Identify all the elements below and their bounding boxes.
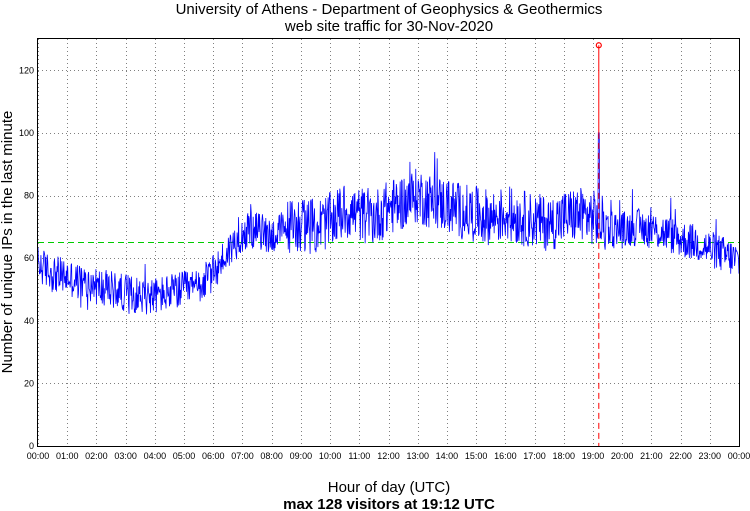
max-visitors-note: max 128 visitors at 19:12 UTC (283, 496, 495, 511)
grid-lines (38, 39, 740, 447)
y-tick-label: 0 (29, 441, 34, 451)
x-axis-label: Hour of day (UTC) (328, 479, 451, 496)
traffic-series-line (37, 132, 740, 315)
x-tick-label: 19:00 (582, 451, 605, 461)
x-tick-label: 11:00 (348, 451, 370, 461)
x-tick-label: 03:00 (114, 451, 137, 461)
plot-frame (37, 38, 740, 447)
y-tick-label: 120 (19, 65, 34, 75)
series-layer (37, 132, 740, 315)
x-tick-label: 16:00 (494, 451, 517, 461)
x-tick-label: 12:00 (377, 451, 400, 461)
chart-title: University of Athens - Department of Geo… (176, 1, 603, 18)
max-point-marker (595, 42, 602, 49)
x-tick-label: 18:00 (552, 451, 575, 461)
x-tick-label: 02:00 (85, 451, 108, 461)
x-tick-label: 20:00 (611, 451, 634, 461)
x-tick-label: 06:00 (202, 451, 225, 461)
max-marker-layer (595, 42, 602, 446)
x-tick-label: 15:00 (465, 451, 488, 461)
y-tick-label: 40 (24, 316, 34, 326)
y-tick-label: 20 (24, 378, 34, 388)
y-tick-labels: 0 20 40 60 80 100 120 (19, 65, 34, 451)
y-axis-label: Number of unique IPs in the last minute (0, 111, 16, 374)
x-tick-label: 04:00 (144, 451, 167, 461)
x-tick-label: 07:00 (231, 451, 254, 461)
x-tick-labels: 00:00 01:00 02:00 03:00 04:00 05:00 06:00 07:00… (27, 451, 750, 461)
y-tick-label: 80 (24, 191, 34, 201)
x-tick-label: 17:00 (523, 451, 546, 461)
x-tick-label: 08:00 (260, 451, 283, 461)
x-tick-label: 23:00 (699, 451, 722, 461)
chart-subtitle: web site traffic for 30-Nov-2020 (284, 18, 493, 35)
x-tick-label: 21:00 (640, 451, 663, 461)
x-tick-label: 09:00 (290, 451, 313, 461)
y-tick-label: 100 (19, 128, 34, 138)
x-tick-label: 22:00 (669, 451, 692, 461)
x-tick-label: 00:00 (27, 451, 50, 461)
x-tick-label: 01:00 (56, 451, 79, 461)
x-tick-label: 14:00 (436, 451, 459, 461)
y-tick-label: 60 (24, 253, 34, 263)
x-tick-label: 10:00 (319, 451, 342, 461)
x-tick-label: 13:00 (406, 451, 429, 461)
x-tick-label: 00:00 (728, 451, 750, 461)
x-tick-label: 05:00 (173, 451, 196, 461)
